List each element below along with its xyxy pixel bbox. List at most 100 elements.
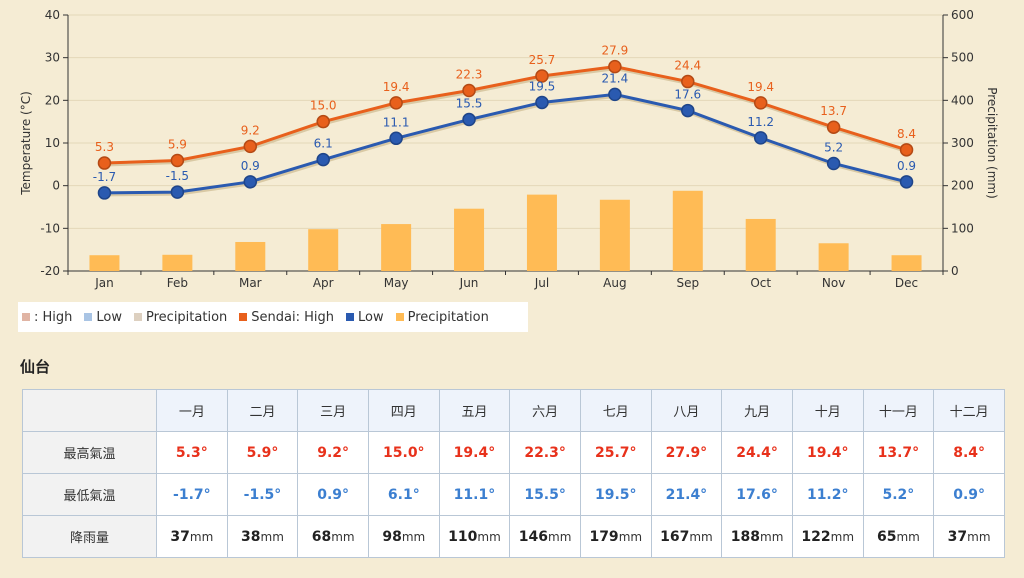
precip-cell: 68mm [297,515,369,558]
precip-value: 37 [947,528,968,545]
high-point [681,74,695,89]
precip-bar [381,224,412,271]
precip-cell: 110mm [438,515,511,558]
low-data-label: 0.9 [897,159,916,173]
high-point [389,96,403,110]
legend-swatch [395,313,404,321]
low-data-label: 5.2 [824,140,843,154]
precip-value: 122 [801,528,831,545]
high-data-label: 8.4 [897,127,916,141]
x-tick-label: May [384,276,409,290]
precip-unit: mm [548,529,572,544]
legend-item[interactable]: Sendai: High [239,310,334,325]
high-data-label: 9.2 [241,123,260,137]
high-point [243,139,258,154]
legend-item[interactable]: : High [22,310,72,325]
month-header: 四月 [367,389,440,432]
row-label-high: 最高氣温 [22,431,157,474]
high-data-label: 22.3 [456,68,483,82]
legend-swatch [22,313,30,321]
precip-value: 179 [589,528,619,545]
precip-bar [235,241,266,271]
high-temp-cell: 25.7° [579,431,652,474]
precip-bar [454,208,485,271]
month-header: 十一月 [862,389,935,432]
table-row-high: 最高氣温 5.3° 5.9° 9.2° 15.0° 19.4° 22.3° 25.7° 27.… [22,431,1005,474]
precip-unit: mm [331,529,355,544]
precip-value: 38 [241,528,261,545]
precip-unit: mm [189,529,214,544]
low-data-label: -1.7 [93,170,116,184]
series-line-shadow [105,67,908,167]
precip-value: 167 [660,528,690,545]
city-title: 仙台 [20,358,51,376]
precip-unit: mm [896,529,920,544]
legend-item[interactable]: Precipitation [395,310,489,325]
precip-bar [162,254,193,271]
x-tick-label: Dec [895,276,918,290]
precip-cell: 37mm [933,515,1005,558]
precip-unit: mm [260,529,284,544]
high-point [462,83,476,98]
left-tick-label: 10 [45,136,60,150]
low-temp-cell: -1.7° [156,473,228,516]
right-axis-title: Precipitation (mm) [985,87,999,199]
left-tick-label: 30 [45,51,60,65]
month-header: 一月 [156,389,228,432]
low-data-label: 15.5 [456,97,483,111]
left-tick-label: -20 [40,264,60,278]
precip-bar [308,229,339,271]
precip-cell: 98mm [367,515,440,558]
high-data-label: 19.4 [747,80,774,94]
month-header: 五月 [438,389,511,432]
high-temp-cell: 24.4° [721,431,793,474]
high-temp-cell: 22.3° [509,431,581,474]
high-temp-cell: 9.2° [297,431,369,474]
precip-cell: 122mm [791,515,864,558]
low-point [389,131,403,146]
precip-value: 37 [170,528,190,545]
legend-swatch [239,313,248,321]
high-series-line [104,65,907,165]
legend-item[interactable]: Precipitation [134,310,227,325]
table-row-precip: 降雨量 37mm 38mm 68mm 98mm 110mm 146mm 179mm 167mm… [22,515,1005,558]
low-data-label: 21.4 [602,71,629,85]
precip-unit: mm [689,529,713,544]
precip-bar [891,255,922,271]
precip-unit: mm [477,529,501,544]
month-header: 三月 [297,389,369,432]
low-point [243,175,258,189]
high-temp-cell: 19.4° [438,431,511,474]
precip-unit: mm [830,529,855,544]
precip-unit: mm [967,529,991,544]
low-point [681,103,695,118]
left-tick-label: 40 [45,8,60,22]
precip-value: 98 [382,528,402,545]
high-point [316,114,330,129]
low-point [753,131,768,145]
precip-bar [818,243,849,271]
month-header: 六月 [509,389,581,432]
low-data-label: 6.1 [314,137,333,151]
precip-bar [526,194,557,271]
x-tick-label: Jul [534,276,549,290]
high-point [97,156,112,170]
low-data-label: 17.6 [674,88,701,102]
high-data-label: 15.0 [310,99,337,113]
legend-swatch [345,313,354,321]
high-data-label: 24.4 [674,59,701,73]
high-temp-cell: 13.7° [862,431,935,474]
month-header: 九月 [721,389,793,432]
precip-value: 68 [311,528,332,545]
low-data-label: -1.5 [166,169,189,183]
low-point [535,95,549,110]
high-point [535,69,549,83]
legend-item[interactable]: Low [345,310,384,325]
precip-cell: 38mm [226,515,299,558]
low-point [826,156,841,171]
legend-item[interactable]: Low [84,310,122,325]
month-header: 十二月 [933,389,1005,432]
high-temp-cell: 15.0° [367,431,440,474]
precip-cell: 65mm [862,515,935,558]
